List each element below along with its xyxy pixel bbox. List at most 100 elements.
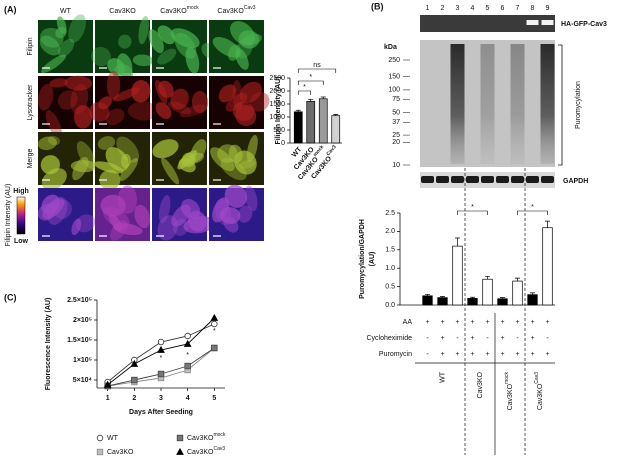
column-label: Cav3KOCav3 bbox=[217, 5, 255, 15]
legend-label: Cav3KO bbox=[107, 449, 134, 456]
cell bbox=[55, 26, 67, 39]
cell bbox=[91, 46, 111, 67]
y-tick-label: 1.0 bbox=[385, 265, 395, 272]
treatment-sign: + bbox=[515, 351, 519, 358]
y-tick-label: 1000 bbox=[269, 114, 285, 121]
point bbox=[96, 448, 104, 456]
treatment-sign: + bbox=[515, 319, 519, 326]
cell bbox=[68, 14, 86, 43]
significance-bracket bbox=[297, 68, 337, 73]
blot-smear bbox=[540, 44, 555, 164]
cell bbox=[158, 194, 171, 224]
blot-band bbox=[481, 176, 494, 183]
y-tick-label: 0 bbox=[281, 140, 285, 147]
cell bbox=[89, 102, 110, 122]
cell bbox=[106, 70, 121, 100]
column-label-main: WT bbox=[60, 8, 72, 15]
treatment-sign: + bbox=[470, 319, 474, 326]
legend-label-main: Cav3KO bbox=[187, 449, 214, 456]
y-axis-title: (AU) bbox=[369, 252, 376, 267]
point bbox=[157, 338, 165, 346]
x-tick-label: 3 bbox=[159, 395, 163, 402]
cell bbox=[57, 38, 75, 58]
marker-label: 150 bbox=[388, 74, 400, 81]
y-tick-label: 1.5×10⁵ bbox=[67, 337, 92, 344]
lane-label: 3 bbox=[456, 5, 460, 12]
colorbar bbox=[16, 196, 26, 235]
cell bbox=[134, 204, 151, 229]
micrograph-tint bbox=[95, 188, 150, 241]
panel-label: (C) bbox=[4, 292, 17, 302]
group-label: Cav3KO bbox=[477, 371, 484, 398]
blot-smear bbox=[450, 44, 465, 164]
legend-label-sup: mock bbox=[213, 432, 225, 438]
cell bbox=[38, 83, 54, 111]
cell bbox=[57, 90, 78, 110]
cell bbox=[94, 161, 124, 174]
cell bbox=[71, 218, 82, 236]
column-label-main: Cav3KO bbox=[217, 8, 244, 15]
annotation: * bbox=[213, 328, 216, 335]
cell bbox=[246, 134, 258, 162]
group-label: Cav3KOCav3 bbox=[534, 372, 544, 410]
cell bbox=[238, 159, 256, 169]
cell bbox=[191, 90, 209, 114]
bracket bbox=[558, 44, 563, 166]
marker-label: 100 bbox=[388, 87, 400, 94]
y-tick-label: 500 bbox=[273, 127, 285, 134]
point bbox=[157, 345, 165, 353]
point bbox=[184, 332, 191, 340]
lane-label: 9 bbox=[546, 5, 550, 12]
cell bbox=[157, 25, 176, 45]
bar bbox=[482, 278, 493, 306]
y-tick-label: 1500 bbox=[269, 101, 285, 108]
treatment-sign: + bbox=[545, 319, 549, 326]
point bbox=[211, 344, 218, 352]
legend-label-main: Cav3KO bbox=[107, 449, 134, 456]
error-bar bbox=[470, 296, 475, 299]
significance-label: ns bbox=[313, 62, 321, 69]
cell bbox=[127, 101, 159, 121]
cell bbox=[224, 184, 248, 208]
cell bbox=[99, 169, 121, 191]
x-tick-label-sup: mock bbox=[313, 144, 326, 158]
x-tick-label: 2 bbox=[132, 395, 136, 402]
error-bar bbox=[295, 109, 301, 112]
cell bbox=[185, 46, 200, 74]
cell bbox=[237, 205, 253, 223]
cell bbox=[47, 135, 61, 146]
error-bar bbox=[425, 293, 430, 296]
y-tick-label: 1×10⁵ bbox=[73, 357, 92, 364]
column-label-sup: Cav3 bbox=[244, 5, 256, 11]
colorbar-title: Filipin Intensity (AU) bbox=[5, 184, 12, 247]
bar bbox=[452, 245, 463, 306]
x-tick-label: 4 bbox=[186, 395, 190, 402]
bar bbox=[422, 295, 433, 306]
group-label-main: Cav3KO bbox=[477, 371, 484, 398]
lane-label: 8 bbox=[531, 5, 535, 12]
cell bbox=[157, 48, 177, 65]
point bbox=[210, 313, 219, 321]
cell bbox=[75, 214, 96, 233]
cell bbox=[105, 147, 129, 172]
error-bar bbox=[515, 277, 520, 282]
significance-label: * bbox=[531, 204, 534, 211]
treatment-label: Cycloheximide bbox=[366, 335, 412, 342]
y-tick-label: 1.5 bbox=[385, 247, 395, 254]
cell bbox=[73, 105, 93, 129]
error-bar bbox=[320, 96, 326, 99]
marker-label: 250 bbox=[388, 57, 400, 64]
treatment-sign: + bbox=[470, 351, 474, 358]
column-label: WT bbox=[60, 8, 72, 15]
bar bbox=[527, 294, 538, 306]
blot-band bbox=[436, 176, 449, 183]
y-tick-label: 2.0 bbox=[385, 228, 395, 235]
significance-bracket bbox=[297, 80, 324, 85]
treatment-sign: + bbox=[455, 351, 459, 358]
blot-label: GAPDH bbox=[563, 178, 588, 185]
colorbar-high: High bbox=[13, 188, 29, 195]
legend-label: Cav3KOmock bbox=[187, 432, 226, 442]
row-label: Filipin bbox=[27, 37, 34, 55]
